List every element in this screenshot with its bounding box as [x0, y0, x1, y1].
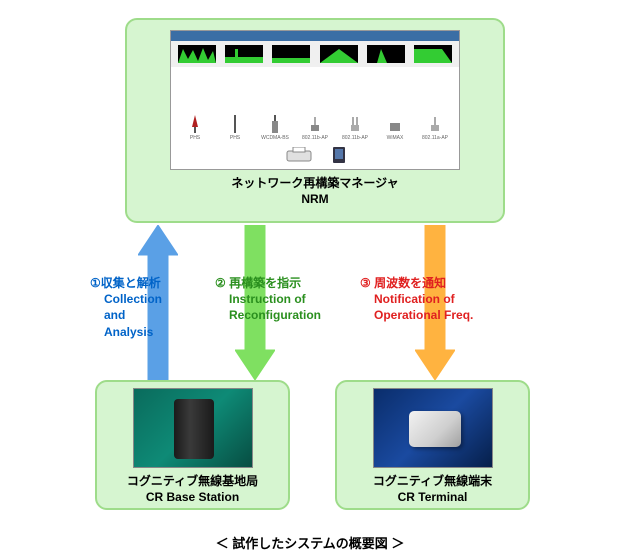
nrm-device-row: PHS PHS WCDMA-BS 802.11b-AP 802.11b-AP W…	[171, 67, 459, 143]
nrm-spectrum-row	[171, 41, 459, 67]
dev-label: 802.11b-AP	[342, 135, 368, 141]
terminal-label: コグニティブ無線端末 CR Terminal	[373, 474, 492, 505]
nrm-label-jp: ネットワーク再構築マネージャ	[231, 176, 398, 190]
diagram-canvas: PHS PHS WCDMA-BS 802.11b-AP 802.11b-AP W…	[0, 0, 620, 560]
nrm-label-en: NRM	[301, 192, 328, 206]
edge3-num: ③	[360, 276, 371, 290]
dev-label: PHS	[230, 135, 240, 141]
term-label-jp: コグニティブ無線端末	[373, 474, 492, 488]
dev-label: 802.11b-AP	[302, 135, 328, 141]
edge1-num: ①	[90, 276, 101, 290]
arrow-collection-label: ①収集と解析 Collection and Analysis	[90, 275, 162, 340]
pda-icon	[333, 147, 345, 163]
terminal-node: コグニティブ無線端末 CR Terminal	[335, 380, 530, 510]
base-station-label: コグニティブ無線基地局 CR Base Station	[127, 474, 258, 505]
nrm-bottom-row	[171, 143, 459, 169]
edge2-num: ②	[215, 276, 226, 290]
edge1-jp: 収集と解析	[101, 276, 161, 290]
nrm-node: PHS PHS WCDMA-BS 802.11b-AP 802.11b-AP W…	[125, 18, 505, 223]
base-station-node: コグニティブ無線基地局 CR Base Station	[95, 380, 290, 510]
arrow-notify-label: ③ 周波数を通知 Notification of Operational Fre…	[360, 275, 473, 324]
edge2-en2: Reconfiguration	[229, 307, 321, 323]
diagram-caption: ＜ 試作したシステムの概要図 ＞	[0, 533, 620, 552]
edge3-jp: 周波数を通知	[374, 276, 446, 290]
nrm-screenshot: PHS PHS WCDMA-BS 802.11b-AP 802.11b-AP W…	[170, 30, 460, 170]
dev-label: 802.11a-AP	[422, 135, 448, 141]
edge3-en2: Operational Freq.	[374, 307, 473, 323]
edge1-en3: Analysis	[104, 324, 153, 340]
base-station-photo	[133, 388, 253, 468]
dev-label: WiMAX	[387, 135, 404, 141]
nrm-titlebar	[171, 31, 459, 41]
printer-icon	[285, 147, 313, 163]
nrm-label: ネットワーク再構築マネージャ NRM	[231, 176, 398, 207]
terminal-photo	[373, 388, 493, 468]
dev-label: PHS	[190, 135, 200, 141]
term-label-en: CR Terminal	[398, 490, 468, 504]
edge2-jp: 再構築を指示	[229, 276, 301, 290]
bs-label-jp: コグニティブ無線基地局	[127, 474, 258, 488]
edge3-en1: Notification of	[374, 291, 455, 307]
edge2-en1: Instruction of	[229, 291, 306, 307]
edge1-en2: and	[104, 307, 125, 323]
arrow-reconfig-label: ② 再構築を指示 Instruction of Reconfiguration	[215, 275, 321, 324]
dev-label: WCDMA-BS	[261, 135, 289, 141]
bs-label-en: CR Base Station	[146, 490, 239, 504]
edge1-en1: Collection	[104, 291, 162, 307]
